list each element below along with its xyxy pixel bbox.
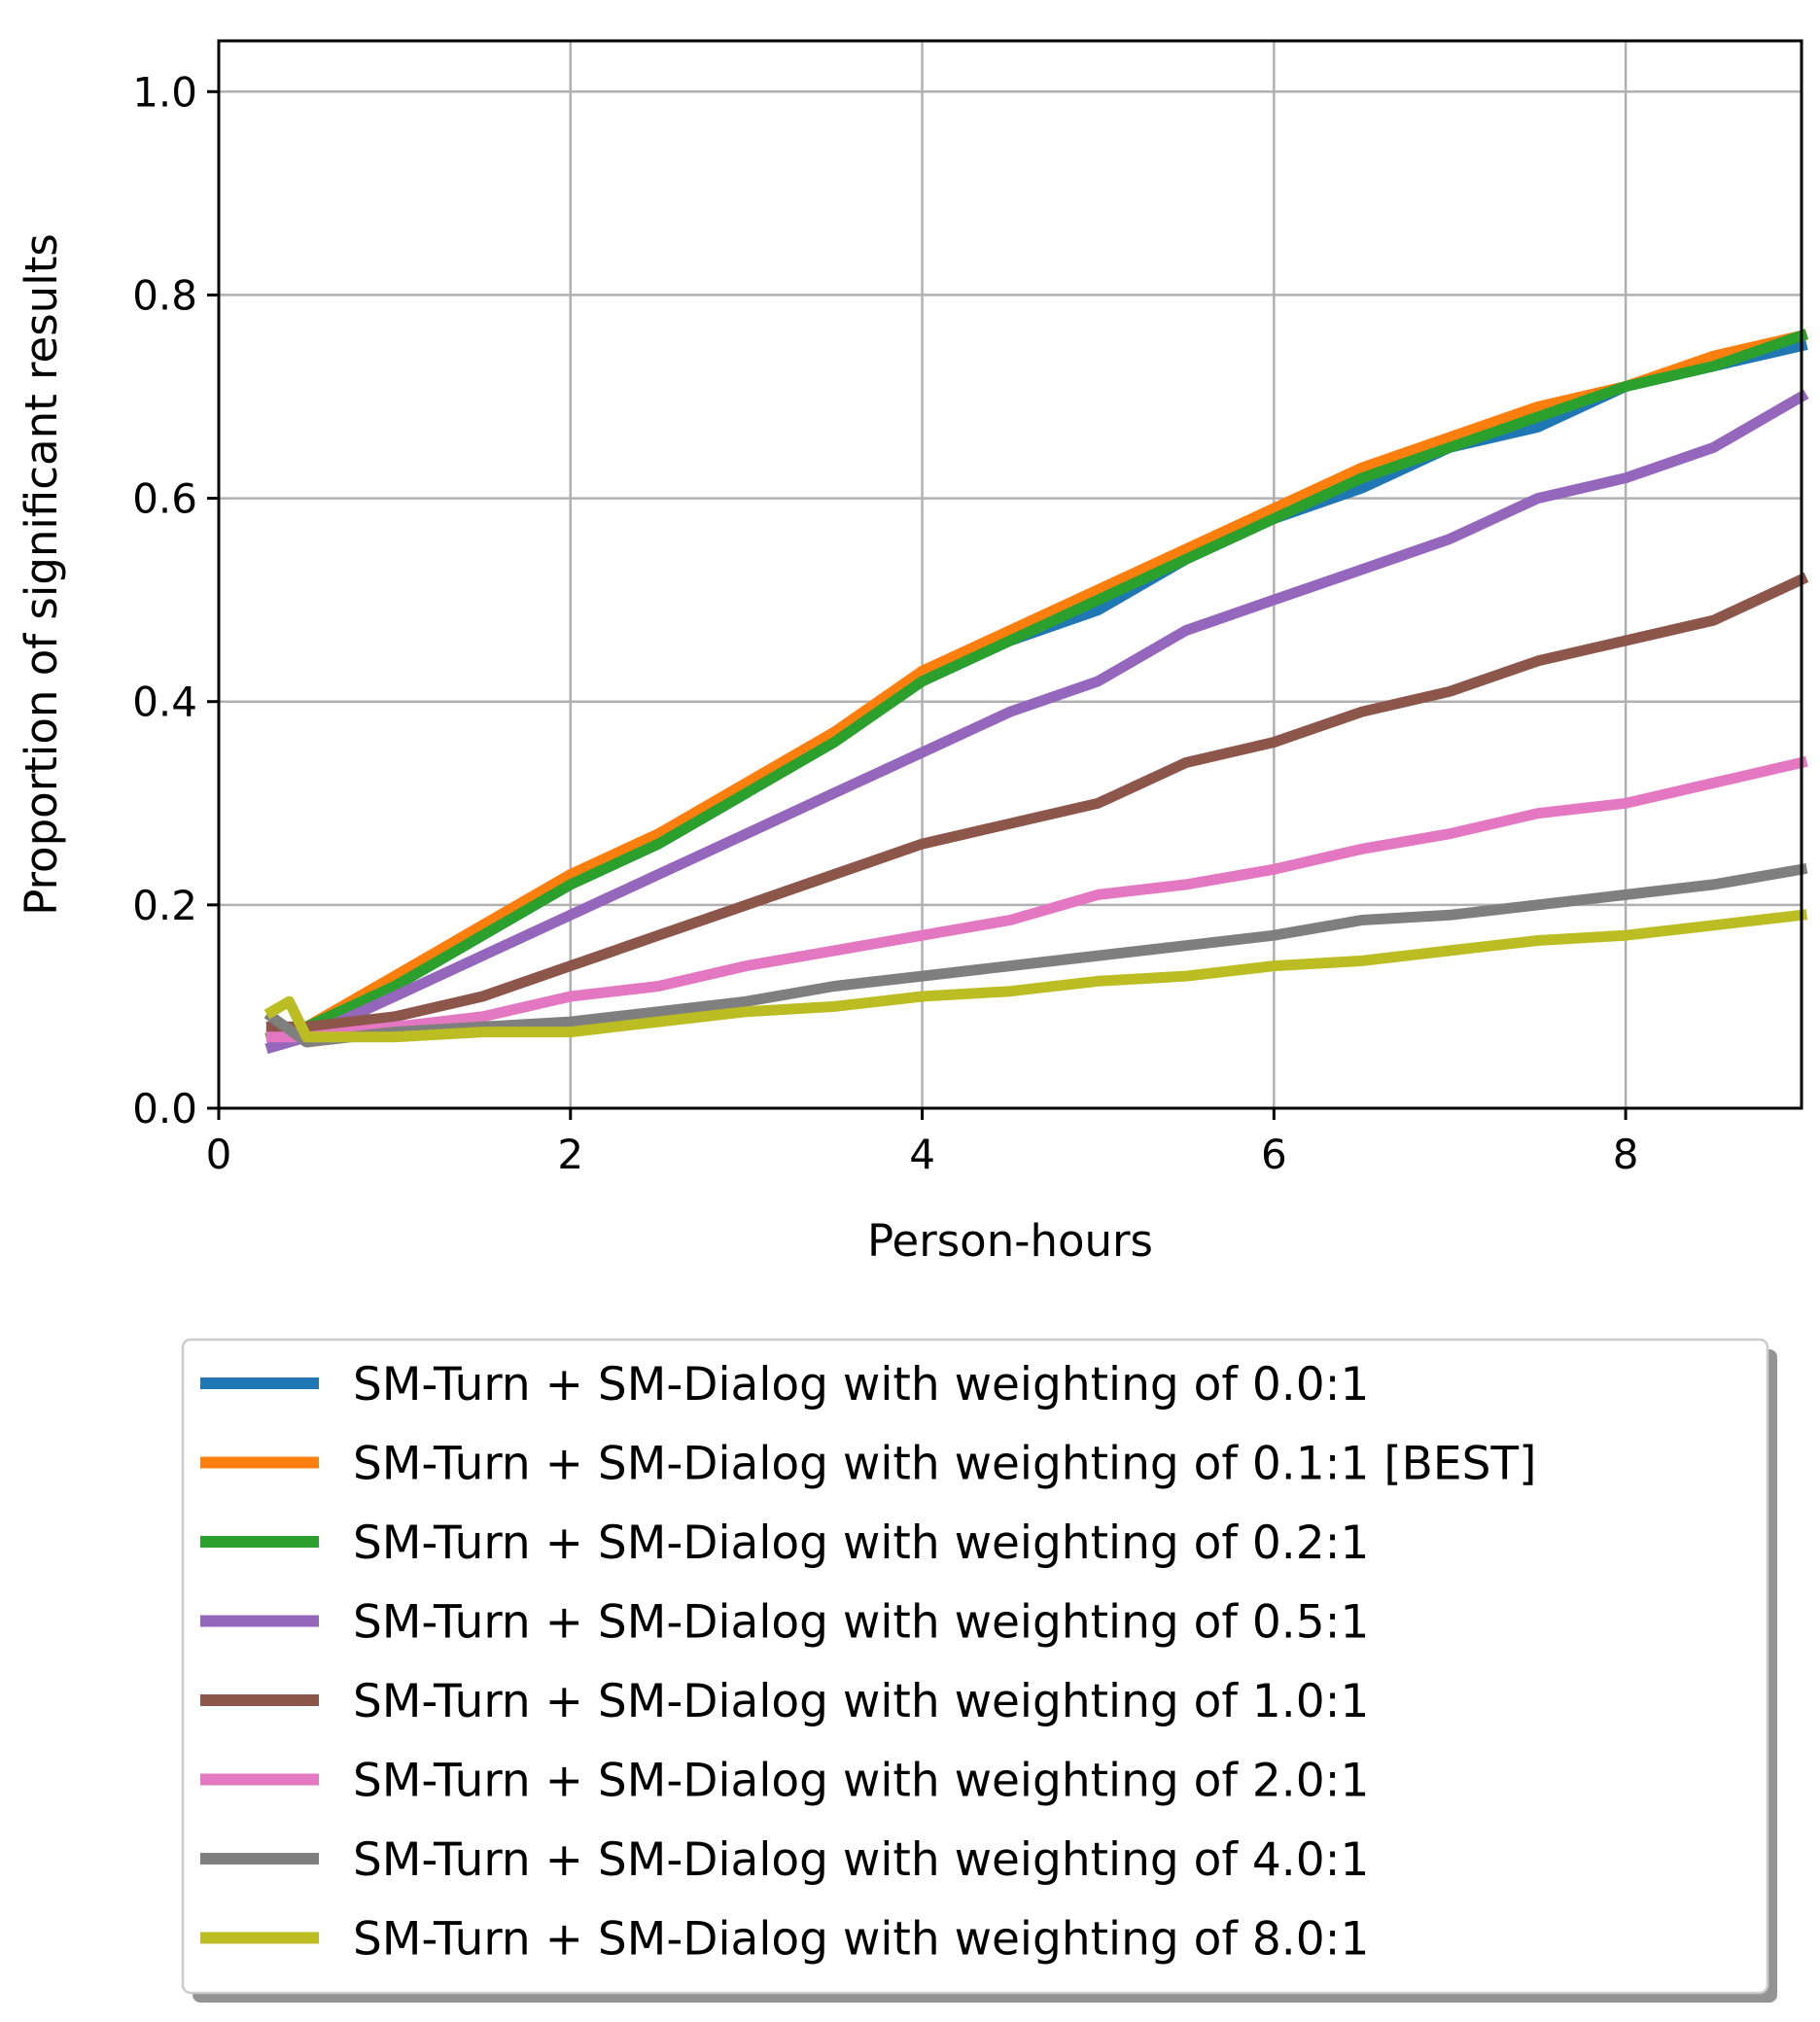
y-axis-label: Proportion of significant results (16, 233, 67, 916)
legend-label: SM-Turn + SM-Dialog with weighting of 0.… (353, 1516, 1369, 1570)
x-axis-label: Person-hours (867, 1215, 1153, 1267)
legend-label: SM-Turn + SM-Dialog with weighting of 8.… (353, 1913, 1369, 1967)
legend-label: SM-Turn + SM-Dialog with weighting of 0.… (353, 1596, 1369, 1650)
legend-box (181, 1338, 1769, 1995)
series-line-4 (265, 572, 1809, 1032)
y-tick-label: 0.6 (132, 475, 197, 523)
series-line-2 (264, 329, 1808, 1044)
series-line-3 (264, 389, 1809, 1055)
x-tick-label: 6 (1261, 1131, 1287, 1178)
legend-label: SM-Turn + SM-Dialog with weighting of 4.… (353, 1833, 1369, 1887)
x-tick-label: 8 (1613, 1131, 1639, 1178)
legend-label: SM-Turn + SM-Dialog with weighting of 0.… (353, 1358, 1369, 1412)
legend-label: SM-Turn + SM-Dialog with weighting of 2.… (353, 1755, 1369, 1808)
x-tick-label: 2 (557, 1131, 583, 1178)
series-lines (263, 329, 1809, 1055)
y-tick-label: 0.2 (132, 882, 197, 929)
y-tick-label: 0.4 (132, 679, 197, 726)
legend-label: SM-Turn + SM-Dialog with weighting of 0.… (353, 1438, 1536, 1491)
plot-frame (217, 39, 1803, 1110)
series-line-5 (265, 755, 1808, 1043)
x-tick-label: 4 (909, 1131, 935, 1178)
y-tick-label: 0.0 (132, 1085, 197, 1133)
x-tick-label: 0 (206, 1131, 232, 1178)
y-tick-label: 1.0 (132, 68, 197, 116)
legend-label: SM-Turn + SM-Dialog with weighting of 1.… (353, 1675, 1369, 1728)
series-line-7 (263, 909, 1808, 1043)
y-tick-label: 0.8 (132, 271, 197, 319)
legend: SM-Turn + SM-Dialog with weighting of 0.… (181, 1338, 1777, 2003)
axis-ticks: 0 2 4 6 8 0.0 0.2 0.4 0.6 0.8 1.0 (132, 68, 1638, 1178)
series-line-1 (264, 329, 1808, 1044)
